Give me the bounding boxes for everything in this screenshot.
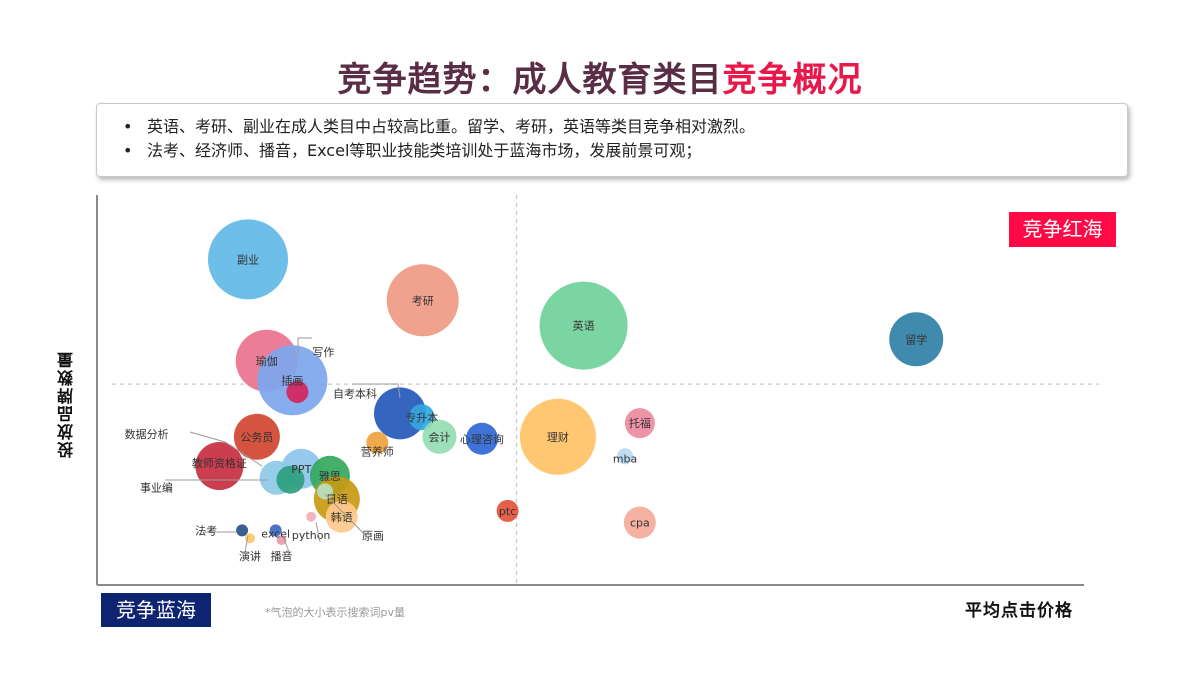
bubble-label: excel [261,527,290,540]
bubble [286,380,309,403]
bubble-label: cpa [630,517,650,530]
page-title: 竞争趋势：成人教育类目竞争概况 [0,52,1200,101]
label-leader [282,535,290,553]
bubble-label: 演讲 [239,549,261,563]
label-leader [189,431,263,467]
bubble-label: 自考本科 [333,386,377,400]
bubble [366,431,389,454]
bubble-label: 日语 [326,493,348,506]
bubble-label: 事业编 [140,481,173,495]
bubble [519,398,596,475]
bubble-label: 营养师 [361,445,394,459]
bubble [496,499,519,522]
label-leader [315,521,321,543]
bubble-label: 数据分析 [125,427,169,441]
bubble-label: 法考 [195,523,217,537]
bubble-label: 英语 [573,319,595,333]
summary-list: 英语、考研、副业在成人类目中占较高比重。留学、考研，英语等类目竞争相对激烈。 法… [97,104,1127,163]
bubble-label: 专升本 [405,410,438,424]
bubble-label: 留学 [905,332,927,346]
bubble [889,312,944,367]
label-leader [297,337,312,357]
summary-bullet: 法考、经济师、播音，Excel等职业技能类培训处于蓝海市场，发展前景可观； [123,139,1127,163]
bubble [465,422,498,455]
summary-bullet: 英语、考研、副业在成人类目中占较高比重。留学、考研，英语等类目竞争相对激烈。 [123,115,1127,139]
bubble [195,442,244,491]
bubble [276,465,305,494]
bubble-label: 韩语 [331,510,353,524]
bubble-label: mba [613,452,637,465]
summary-box: 英语、考研、副业在成人类目中占较高比重。留学、考研，英语等类目竞争相对激烈。 法… [96,103,1128,177]
bubble-label: 理财 [547,430,569,444]
bubble-label: 写作 [312,346,334,359]
bubble [422,419,457,454]
bubble-label: 插画 [281,373,303,387]
bubble [233,413,280,460]
bubble [257,345,328,416]
bubble [623,506,656,539]
blue-ocean-label: 竞争蓝海 [101,593,211,627]
bubble-label: ptc [499,505,516,518]
bubble-label: 原画 [362,529,384,542]
bubble [236,524,249,537]
label-leader [244,535,249,553]
x-axis-label: 平均点击价格 [965,601,1073,621]
bubble-label: 瑜伽 [256,354,278,368]
bubble-label: 雅思 [319,469,341,483]
label-leader [352,383,401,399]
bubble [269,524,282,537]
bubble-label: python [292,529,331,542]
bubble [208,219,289,300]
bubble-label: 托福 [629,416,651,430]
bubble [408,404,435,431]
red-ocean-label: 竞争红海 [1009,212,1116,247]
bubble-label: 心理咨询 [460,432,504,446]
bubble [617,448,634,465]
bubble-size-note: *气泡的大小表示搜索词pv量 [265,606,405,619]
bubble [539,281,628,370]
bubble-label: 公务员 [240,431,273,444]
label-leader [324,493,369,539]
bubble-label: 会计 [428,431,450,444]
y-axis-label: 投放品牌数量 [57,350,76,458]
bubble [306,511,317,522]
bubble-label: 教师资格证 [192,456,247,470]
title-part-2: 竞争概况 [722,60,863,100]
bubble [325,500,358,533]
bubble-label: 播音 [271,549,293,563]
bubble [316,483,333,500]
bubble [386,264,459,337]
bubble-label: PPT [291,463,311,476]
title-part-1: 竞争趋势：成人教育类目 [337,60,723,100]
bubble-label: 考研 [412,294,434,307]
bubble [624,408,655,439]
bubble-label: 副业 [237,253,259,266]
